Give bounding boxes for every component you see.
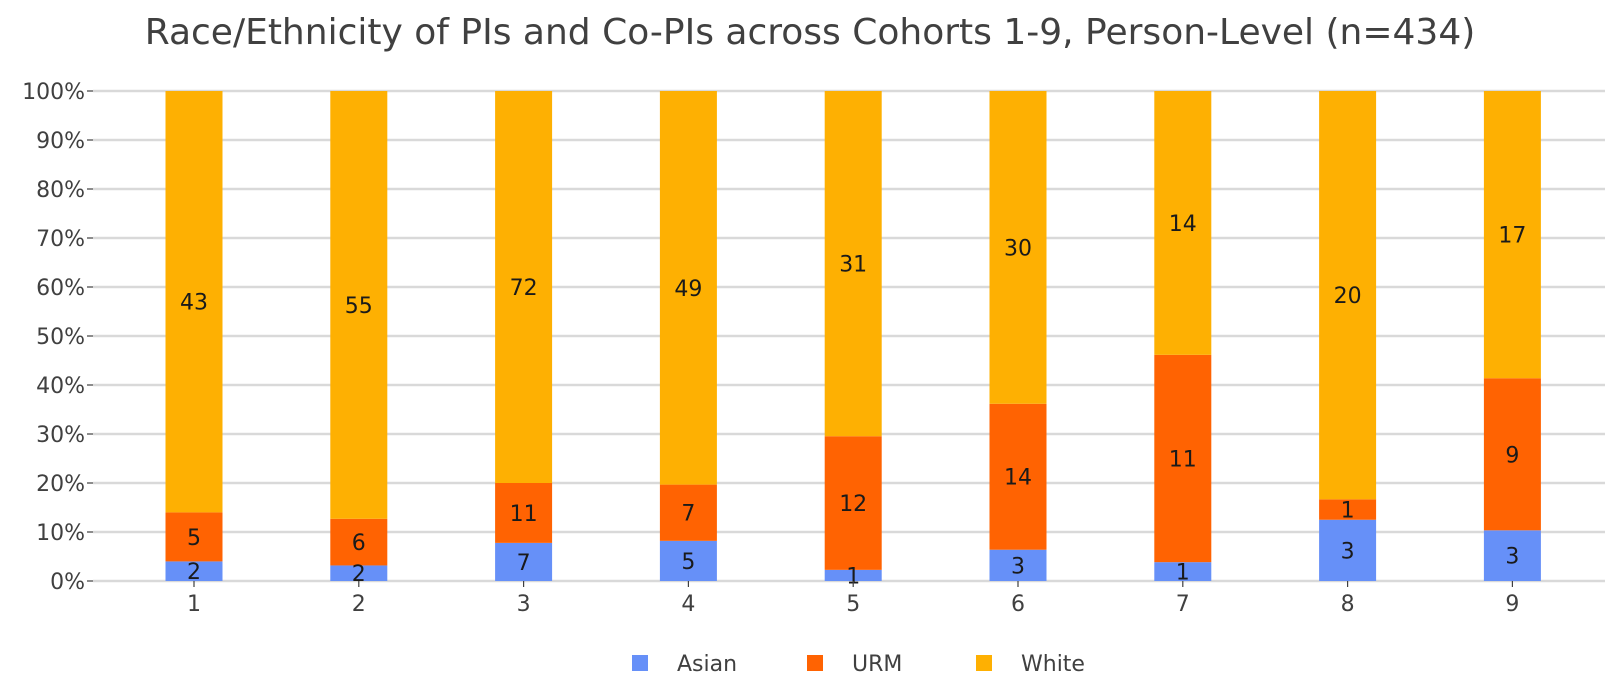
- data-label: 2: [187, 560, 201, 585]
- legend-swatch-white: [976, 655, 992, 671]
- bar-segment-urm: [659, 484, 717, 541]
- data-label: 5: [187, 526, 201, 551]
- bar-segment-asian: [989, 549, 1047, 581]
- bar-segment-asian: [1154, 562, 1212, 581]
- data-label: 3: [1505, 545, 1519, 570]
- y-tick-label: 20%: [36, 472, 85, 497]
- x-tick-label: 1: [187, 592, 201, 617]
- data-label: 11: [1169, 448, 1197, 473]
- y-tick-label: 90%: [36, 129, 85, 154]
- data-label: 43: [180, 291, 208, 316]
- bar-segment-white: [989, 91, 1047, 404]
- data-label: 31: [839, 253, 867, 278]
- bar-segment-asian: [824, 569, 882, 581]
- data-label: 3: [1011, 554, 1025, 579]
- legend-swatch-asian: [632, 655, 648, 671]
- data-label: 5: [681, 550, 695, 575]
- x-axis: 1 2 3 4 5 6 7 8 9: [187, 581, 1519, 617]
- data-label: 7: [517, 551, 531, 576]
- data-label: 72: [510, 276, 538, 301]
- data-label: 3: [1341, 539, 1355, 564]
- x-tick-label: 9: [1505, 592, 1519, 617]
- y-tick-label: 100%: [22, 80, 85, 105]
- x-tick-label: 6: [1011, 592, 1025, 617]
- y-tick-label: 10%: [36, 521, 85, 546]
- legend-label: White: [1021, 652, 1085, 677]
- bars: [165, 91, 1541, 581]
- x-tick-label: 3: [517, 592, 531, 617]
- bar-segment-white: [330, 91, 388, 519]
- data-label: 1: [846, 564, 860, 589]
- legend-label: URM: [852, 652, 902, 677]
- y-tick-label: 70%: [36, 227, 85, 252]
- bar-segment-asian: [659, 540, 717, 581]
- data-label: 1: [1341, 499, 1355, 524]
- legend: Asian URM White: [632, 652, 1085, 677]
- x-tick-label: 2: [352, 592, 366, 617]
- data-label: 30: [1004, 236, 1032, 261]
- x-tick-label: 7: [1176, 592, 1190, 617]
- data-label: 17: [1498, 224, 1526, 249]
- y-tick-label: 60%: [36, 276, 85, 301]
- bar-segment-urm: [1154, 354, 1212, 563]
- data-label: 9: [1505, 443, 1519, 468]
- data-label: 7: [681, 502, 695, 527]
- bar-segment-white: [165, 91, 223, 513]
- y-tick-label: 50%: [36, 325, 85, 350]
- bar-segment-urm: [330, 518, 388, 566]
- bar-segment-white: [1154, 91, 1212, 355]
- bar-segment-white: [1319, 91, 1377, 500]
- y-tick-label: 0%: [50, 570, 85, 595]
- y-tick-label: 30%: [36, 423, 85, 448]
- bar-segment-asian: [165, 561, 223, 581]
- data-label: 49: [674, 277, 702, 302]
- x-tick-label: 8: [1341, 592, 1355, 617]
- chart-title: Race/Ethnicity of PIs and Co-PIs across …: [145, 12, 1476, 53]
- bar-segment-asian: [1483, 530, 1541, 581]
- y-axis: 0% 10% 20% 30% 40% 50% 60% 70% 80% 90% 100%: [22, 80, 93, 595]
- bar-segment-urm: [165, 512, 223, 562]
- bar-segment-white: [1483, 91, 1541, 379]
- bar-segment-white: [824, 91, 882, 437]
- y-tick-label: 80%: [36, 178, 85, 203]
- legend-swatch-urm: [807, 655, 823, 671]
- data-label: 6: [352, 531, 366, 556]
- legend-label: Asian: [677, 652, 737, 677]
- bar-segment-urm: [989, 403, 1047, 550]
- bar-segment-urm: [824, 436, 882, 570]
- bar-segment-urm: [1319, 499, 1377, 520]
- bar-segment-white: [495, 91, 553, 483]
- bar-segment-white: [659, 91, 717, 485]
- data-label: 14: [1004, 466, 1032, 491]
- data-label: 2: [352, 562, 366, 587]
- x-tick-label: 5: [846, 592, 860, 617]
- data-label: 1: [1176, 561, 1190, 586]
- x-tick-label: 4: [681, 592, 695, 617]
- bar-segment-asian: [330, 565, 388, 581]
- bar-segment-urm: [495, 483, 553, 543]
- data-label: 55: [345, 294, 373, 319]
- bar-segment-asian: [1319, 519, 1377, 581]
- bar-segment-urm: [1483, 378, 1541, 531]
- bar-segment-asian: [495, 542, 553, 581]
- data-label: 14: [1169, 212, 1197, 237]
- data-label: 20: [1334, 284, 1362, 309]
- y-tick-label: 40%: [36, 374, 85, 399]
- data-label: 11: [510, 502, 538, 527]
- data-label: 12: [839, 492, 867, 517]
